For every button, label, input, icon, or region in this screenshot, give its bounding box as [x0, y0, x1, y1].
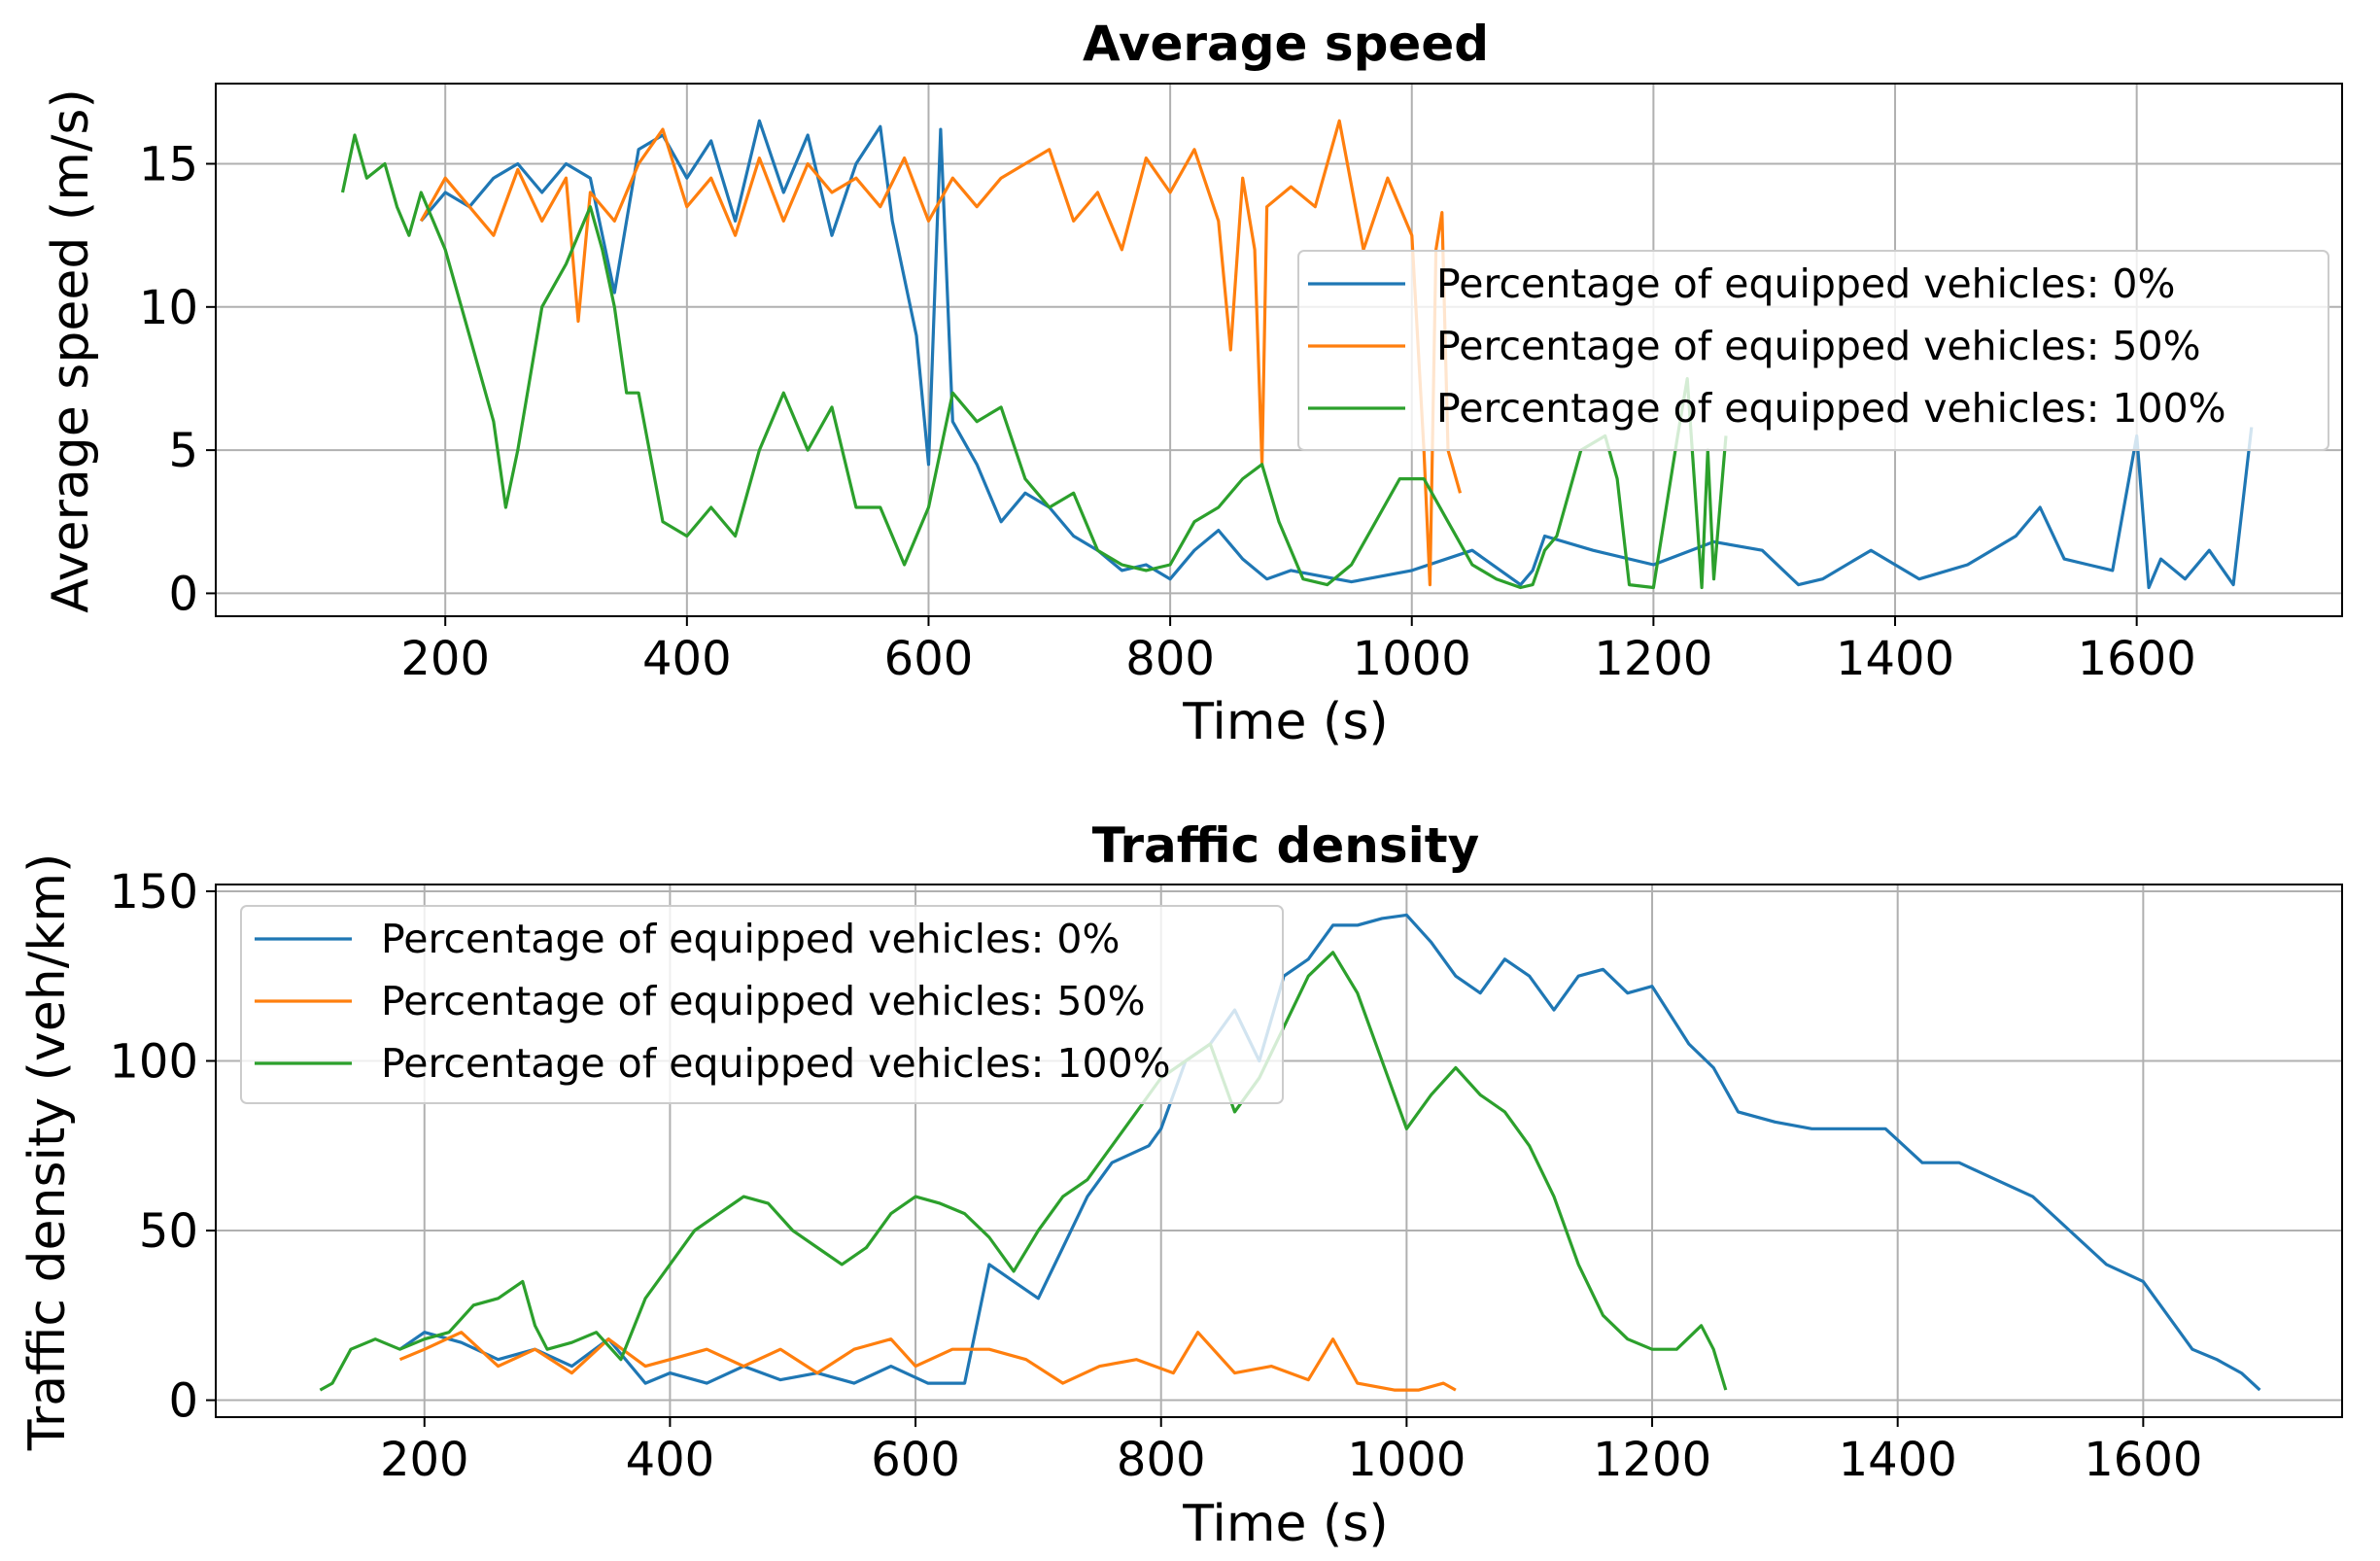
- x-tick-label: 600: [884, 632, 974, 686]
- plot-lines: [319, 913, 2261, 1392]
- series-line-1: [419, 119, 1463, 587]
- x-tick-label: 600: [871, 1433, 960, 1487]
- series-line-0: [398, 913, 2261, 1392]
- y-axis-label: Average speed (m/s): [42, 88, 100, 613]
- x-tick-label: 1600: [2078, 632, 2196, 686]
- x-tick-label: 200: [400, 632, 490, 686]
- x-tick-label: 800: [1125, 632, 1215, 686]
- legend-label-2: Percentage of equipped vehicles: 100%: [1436, 385, 2226, 432]
- x-tick-label: 1200: [1594, 632, 1712, 686]
- y-tick-label: 50: [139, 1204, 198, 1259]
- plot-frame: [215, 83, 2343, 617]
- legend-box: [240, 905, 1284, 1104]
- x-tick-label: 1400: [1839, 1433, 1957, 1487]
- legend: Percentage of equipped vehicles: 0% Perce…: [240, 905, 1284, 1104]
- x-tick-label: 1000: [1353, 632, 1471, 686]
- y-tick-label: 100: [109, 1035, 198, 1090]
- series-line-1: [398, 1331, 1457, 1392]
- x-tick-label: 1400: [1836, 632, 1954, 686]
- legend-label-2: Percentage of equipped vehicles: 100%: [381, 1040, 1171, 1087]
- chart-title: Average speed: [1083, 16, 1489, 72]
- x-tick-label: 1000: [1347, 1433, 1466, 1487]
- y-tick-label: 10: [139, 281, 198, 335]
- tick-marks: 200 400 600 800 1000 1200 1400 1600 0 5 10 15: [139, 137, 2196, 686]
- x-tick-label: 400: [642, 632, 732, 686]
- y-tick-label: 150: [109, 865, 198, 919]
- chart-title: Traffic density: [1092, 817, 1480, 874]
- y-tick-label: 15: [139, 137, 198, 191]
- plot-lines: [340, 119, 2254, 590]
- x-tick-label: 1200: [1593, 1433, 1711, 1487]
- series-line-0: [420, 119, 2254, 590]
- x-tick-label: 200: [380, 1433, 469, 1487]
- legend-box: [1297, 250, 2329, 451]
- series-line-2: [319, 951, 1728, 1392]
- x-axis-label: Time (s): [1182, 693, 1388, 751]
- y-axis-label: Traffic density (veh/km): [18, 853, 77, 1452]
- legend-label-1: Percentage of equipped vehicles: 50%: [1436, 323, 2201, 369]
- legend-label-0: Percentage of equipped vehicles: 0%: [381, 916, 1120, 962]
- series-line-2: [340, 133, 1728, 590]
- y-tick-label: 0: [168, 567, 198, 621]
- y-tick-label: 5: [168, 424, 198, 478]
- x-tick-label: 800: [1117, 1433, 1206, 1487]
- x-tick-label: 1600: [2084, 1433, 2202, 1487]
- plot-frame: [215, 884, 2343, 1418]
- tick-marks: 200 400 600 800 1000 1200 1400 1600 0 50 100 150: [109, 865, 2202, 1487]
- y-tick-label: 0: [168, 1374, 198, 1429]
- legend-label-0: Percentage of equipped vehicles: 0%: [1436, 260, 2175, 307]
- legend-label-1: Percentage of equipped vehicles: 50%: [381, 978, 1146, 1024]
- x-tick-label: 400: [626, 1433, 715, 1487]
- x-axis-label: Time (s): [1182, 1495, 1388, 1553]
- traffic-density-chart: Traffic density 200 400 600 800 1000 1200 1400…: [18, 817, 2343, 1553]
- legend: Percentage of equipped vehicles: 0% Perce…: [1297, 250, 2329, 451]
- average-speed-chart: Average speed 200 400 600 800 1000 1200 1400 16…: [42, 16, 2343, 751]
